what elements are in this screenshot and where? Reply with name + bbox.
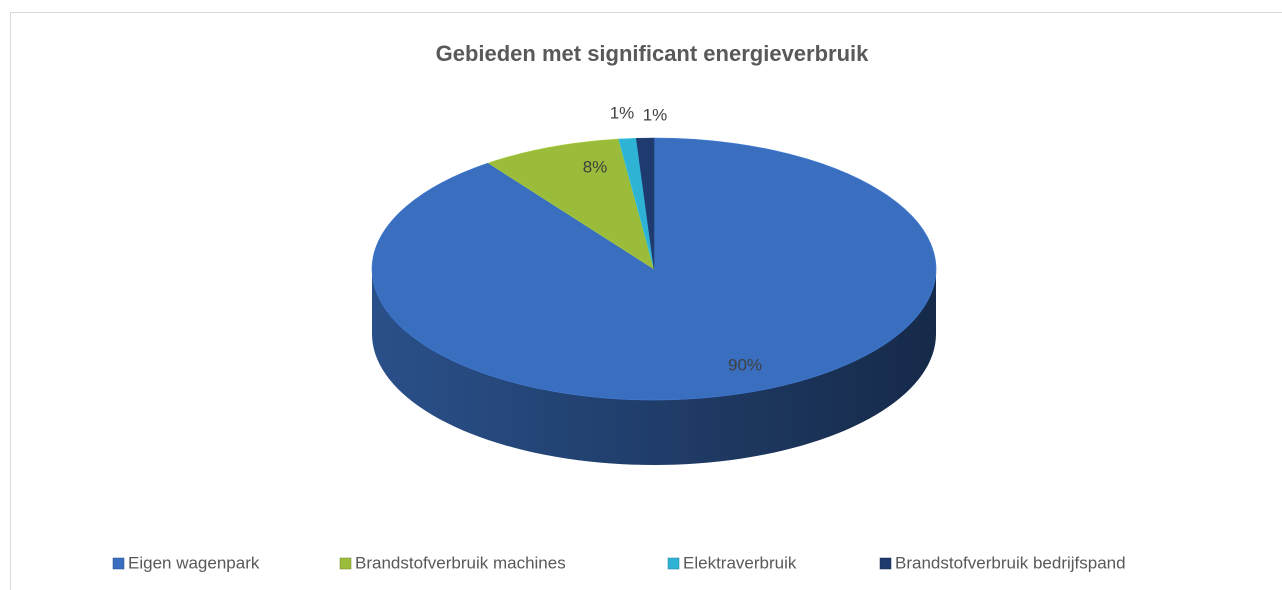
- legend-swatch: [112, 557, 125, 570]
- data-label: 8%: [583, 157, 608, 176]
- pie-slice: [487, 138, 655, 270]
- legend-swatch: [667, 557, 680, 570]
- pie-slice: [635, 137, 655, 270]
- legend-swatch: [339, 557, 352, 570]
- data-label: 1%: [610, 103, 635, 122]
- legend-swatch: [879, 557, 892, 570]
- legend-label: Elektraverbruik: [683, 553, 797, 572]
- legend-label: Eigen wagenpark: [128, 553, 260, 572]
- data-label: 90%: [728, 355, 762, 374]
- legend-label: Brandstofverbruik machines: [355, 553, 566, 572]
- pie-side: [372, 269, 936, 465]
- legend-label: Brandstofverbruik bedrijfspand: [895, 553, 1126, 572]
- data-label: 1%: [643, 105, 668, 124]
- chart-title: Gebieden met significant energieverbruik: [436, 41, 870, 66]
